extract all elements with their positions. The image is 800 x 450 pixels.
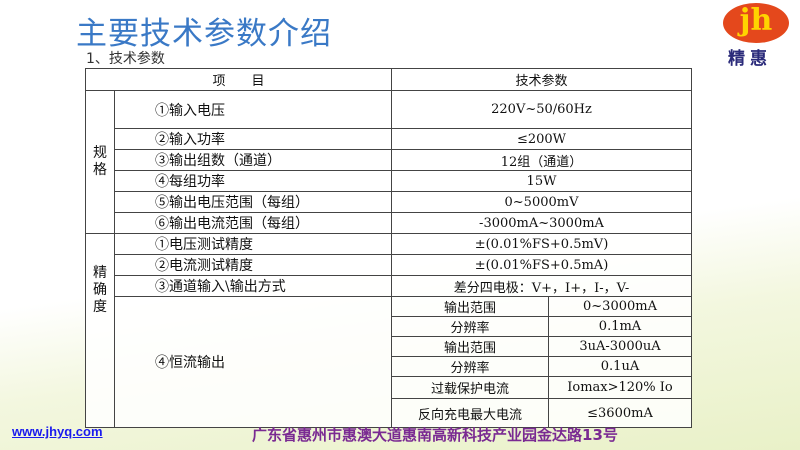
table-row: ⑤输出电压范围（每组） 0~5000mV	[86, 191, 692, 213]
item-cell: ③输出组数（通道）	[114, 149, 392, 171]
table-row: 规格 ①输入电压 220V~50/60Hz	[85, 90, 692, 234]
spec-table: 项 目 技术参数 规格 ①输入电压 220V~50/60Hz ②输入功率 ≤200W ③输…	[85, 68, 692, 428]
table-row: 输出范围 3uA-3000uA	[86, 336, 692, 357]
item-cell: ④每组功率	[114, 170, 392, 192]
table-row: ④每组功率 15W	[86, 170, 692, 192]
table-row: 分辨率 0.1uA	[86, 356, 692, 377]
sub-name-cell: 输出范围	[391, 336, 549, 357]
address: 广东省惠州市惠澳大道惠南高新科技产业园金达路13号	[252, 426, 618, 444]
section-subtitle: 1、技术参数	[86, 51, 165, 67]
item-cell: ①电压测试精度	[114, 233, 392, 255]
sub-name-cell: 输出范围	[391, 296, 549, 317]
value-cell: 220V~50/60Hz	[391, 90, 692, 129]
value-cell: 12组（通道）	[391, 149, 692, 171]
sub-value-cell: 0~3000mA	[548, 296, 692, 317]
value-cell: 0~5000mV	[391, 191, 692, 213]
sub-name-cell: 过载保护电流	[391, 376, 549, 399]
website-link[interactable]: www.jhyq.com	[12, 424, 103, 439]
page-title: 主要技术参数介绍	[76, 16, 332, 52]
header-params: 技术参数	[391, 68, 692, 91]
sub-value-cell: Iomax>120% Io	[548, 376, 692, 399]
table-row: ③输出组数（通道） 12组（通道）	[86, 149, 692, 171]
value-cell: ±(0.01%FS+0.5mA)	[391, 254, 692, 276]
table-row: ⑥输出电流范围（每组） -3000mA~3000mA	[86, 212, 692, 234]
logo-name: 精惠	[728, 49, 772, 69]
item-cell: ②输入功率	[114, 128, 392, 150]
header-item: 项 目	[85, 68, 392, 91]
category-spec: 规格	[85, 90, 115, 234]
sub-value-cell: 0.1mA	[548, 316, 692, 337]
item-cell: ①输入电压	[114, 90, 392, 129]
table-row: 精确度 ①电压测试精度 ±(0.01%FS+0.5mV)	[85, 233, 692, 428]
table-row: ④恒流输出 输出范围 0~3000mA	[86, 296, 692, 428]
value-cell: 差分四电极：V+，I+，I-，V-	[391, 275, 692, 297]
sub-value-cell: ≤3600mA	[548, 398, 692, 428]
table-row: 分辨率 0.1mA	[86, 316, 692, 337]
table-row: 反向充电最大电流 ≤3600mA	[86, 398, 692, 428]
sub-name-cell: 分辨率	[391, 316, 549, 337]
value-cell: ±(0.01%FS+0.5mV)	[391, 233, 692, 255]
item-cell: ⑤输出电压范围（每组）	[114, 191, 392, 213]
sub-name-cell: 反向充电最大电流	[391, 398, 549, 428]
table-row: ②输入功率 ≤200W	[86, 128, 692, 150]
sub-value-cell: 3uA-3000uA	[548, 336, 692, 357]
value-cell: -3000mA~3000mA	[391, 212, 692, 234]
item-cell: ②电流测试精度	[114, 254, 392, 276]
table-header-row: 项 目 技术参数	[85, 68, 692, 91]
sub-value-cell: 0.1uA	[548, 356, 692, 377]
value-cell: ≤200W	[391, 128, 692, 150]
table-row: ②电流测试精度 ±(0.01%FS+0.5mA)	[86, 254, 692, 276]
logo: jh	[723, 3, 789, 43]
sub-name-cell: 分辨率	[391, 356, 549, 377]
table-row: ③通道输入\输出方式 差分四电极：V+，I+，I-，V-	[86, 275, 692, 297]
category-precision: 精确度	[85, 233, 115, 428]
item-cell: ③通道输入\输出方式	[114, 275, 392, 297]
value-cell: 15W	[391, 170, 692, 192]
item-cell: ⑥输出电流范围（每组）	[114, 212, 392, 234]
item-cell: ④恒流输出	[114, 296, 392, 428]
